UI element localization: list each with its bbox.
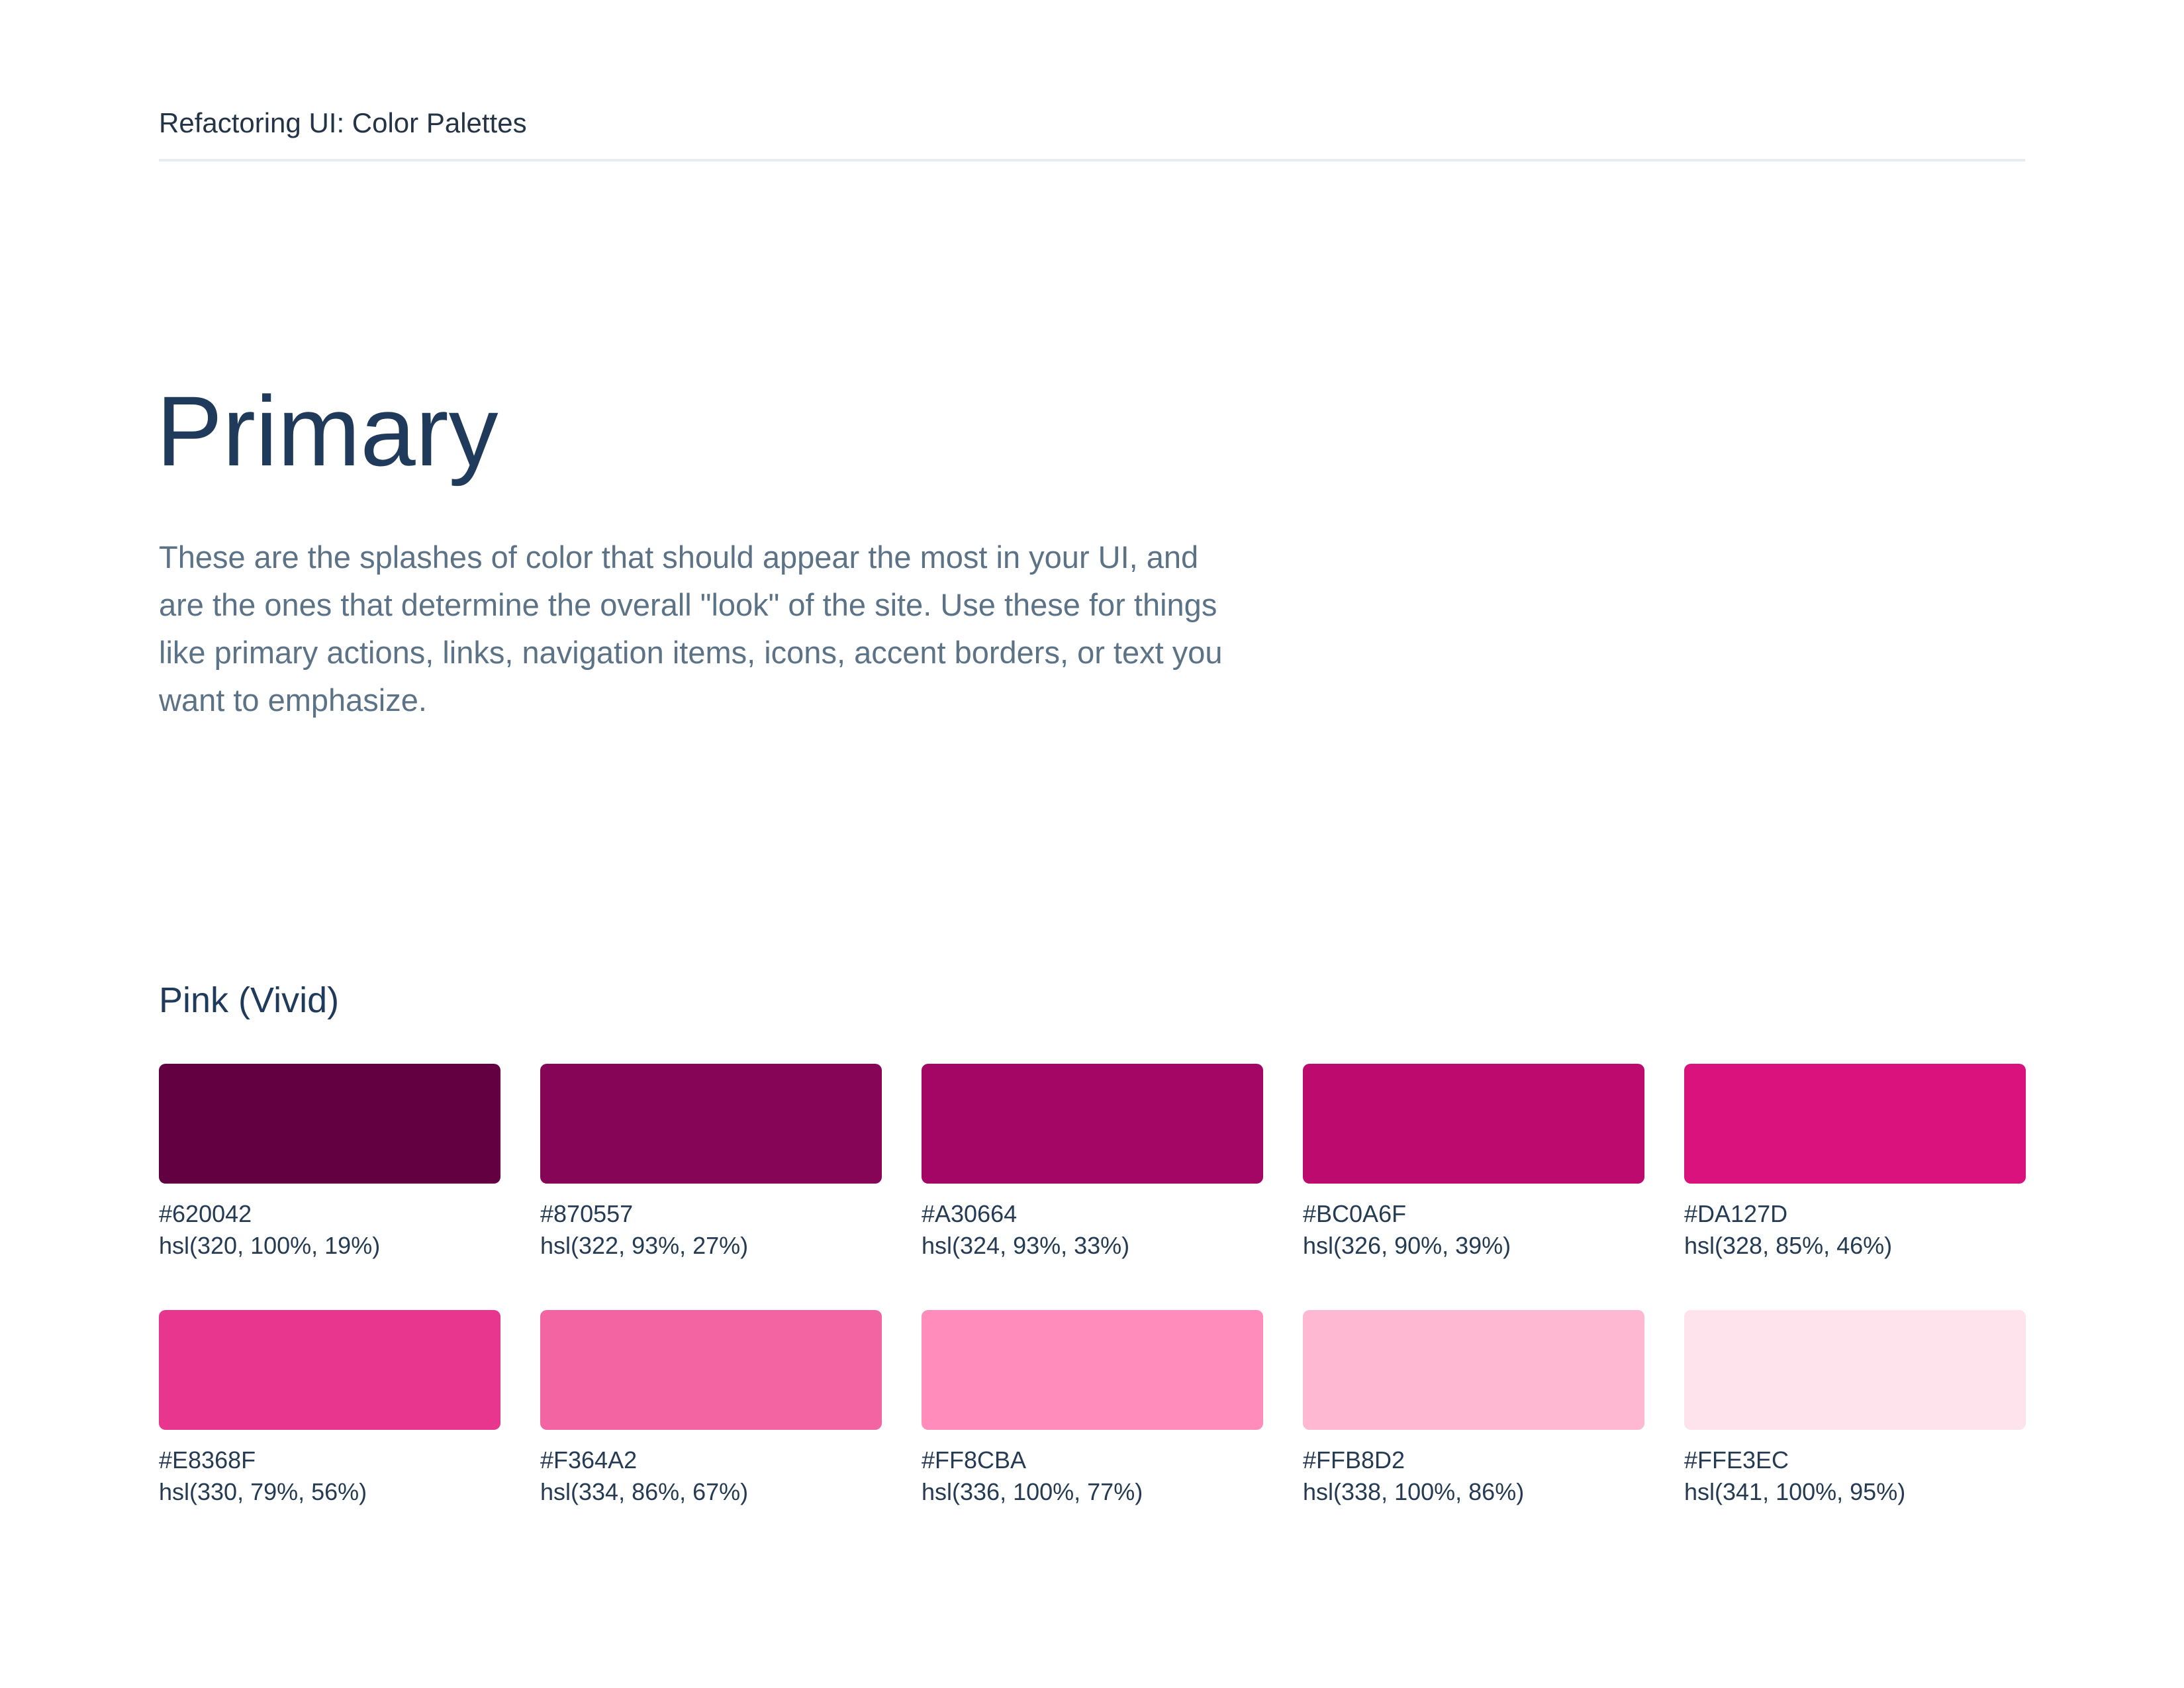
header-rule xyxy=(159,159,2025,162)
swatch-hex: #F364A2 xyxy=(540,1446,638,1474)
swatch-card: #FF8CBA hsl(336, 100%, 77%) xyxy=(922,1310,1263,1556)
swatch-hsl: hsl(338, 100%, 86%) xyxy=(1303,1478,1525,1505)
swatch-card: #DA127D hsl(328, 85%, 46%) xyxy=(1684,1064,2026,1310)
swatch-hsl: hsl(334, 86%, 67%) xyxy=(540,1478,749,1505)
swatch-hsl: hsl(330, 79%, 56%) xyxy=(159,1478,367,1505)
swatch-hsl: hsl(322, 93%, 27%) xyxy=(540,1232,749,1259)
swatch-card: #E8368F hsl(330, 79%, 56%) xyxy=(159,1310,500,1556)
swatch-card: #FFE3EC hsl(341, 100%, 95%) xyxy=(1684,1310,2026,1556)
swatch-hex: #FFB8D2 xyxy=(1303,1446,1405,1474)
swatch xyxy=(540,1064,882,1184)
swatch-hex: #620042 xyxy=(159,1200,252,1227)
swatch xyxy=(1684,1310,2026,1430)
swatch-hsl: hsl(320, 100%, 19%) xyxy=(159,1232,381,1259)
swatch-hex: #FFE3EC xyxy=(1684,1446,1789,1474)
section-description: These are the splashes of color that sho… xyxy=(159,539,1223,718)
swatch-card: #F364A2 hsl(334, 86%, 67%) xyxy=(540,1310,882,1556)
swatch-hex: #FF8CBA xyxy=(922,1446,1027,1474)
swatch xyxy=(540,1310,882,1430)
swatch-hsl: hsl(328, 85%, 46%) xyxy=(1684,1232,1893,1259)
swatch xyxy=(1303,1064,1644,1184)
section-title: Primary xyxy=(156,375,499,487)
swatch xyxy=(159,1064,500,1184)
swatch-card: #FFB8D2 hsl(338, 100%, 86%) xyxy=(1303,1310,1644,1556)
swatch xyxy=(1684,1064,2026,1184)
header-title: Refactoring UI: Color Palettes xyxy=(159,107,527,138)
palette-name: Pink (Vivid) xyxy=(159,980,340,1020)
swatch xyxy=(159,1310,500,1430)
swatch-card: #620042 hsl(320, 100%, 19%) xyxy=(159,1064,500,1310)
swatch-hex: #E8368F xyxy=(159,1446,256,1474)
swatch-hex: #A30664 xyxy=(922,1200,1018,1227)
swatch-hex: #870557 xyxy=(540,1200,634,1227)
swatch-grid: #620042 hsl(320, 100%, 19%) #870557 hsl(322… xyxy=(159,1064,2026,1556)
swatch-hsl: hsl(336, 100%, 77%) xyxy=(922,1478,1143,1505)
swatch xyxy=(1303,1310,1644,1430)
swatch-card: #A30664 hsl(324, 93%, 33%) xyxy=(922,1064,1263,1310)
swatch-card: #870557 hsl(322, 93%, 27%) xyxy=(540,1064,882,1310)
swatch xyxy=(922,1310,1263,1430)
swatch-card: #BC0A6F hsl(326, 90%, 39%) xyxy=(1303,1064,1644,1310)
swatch-hsl: hsl(324, 93%, 33%) xyxy=(922,1232,1130,1259)
swatch-hsl: hsl(326, 90%, 39%) xyxy=(1303,1232,1511,1259)
swatch-hex: #DA127D xyxy=(1684,1200,1788,1227)
swatch-hsl: hsl(341, 100%, 95%) xyxy=(1684,1478,1906,1505)
swatch-hex: #BC0A6F xyxy=(1303,1200,1407,1227)
swatch xyxy=(922,1064,1263,1184)
